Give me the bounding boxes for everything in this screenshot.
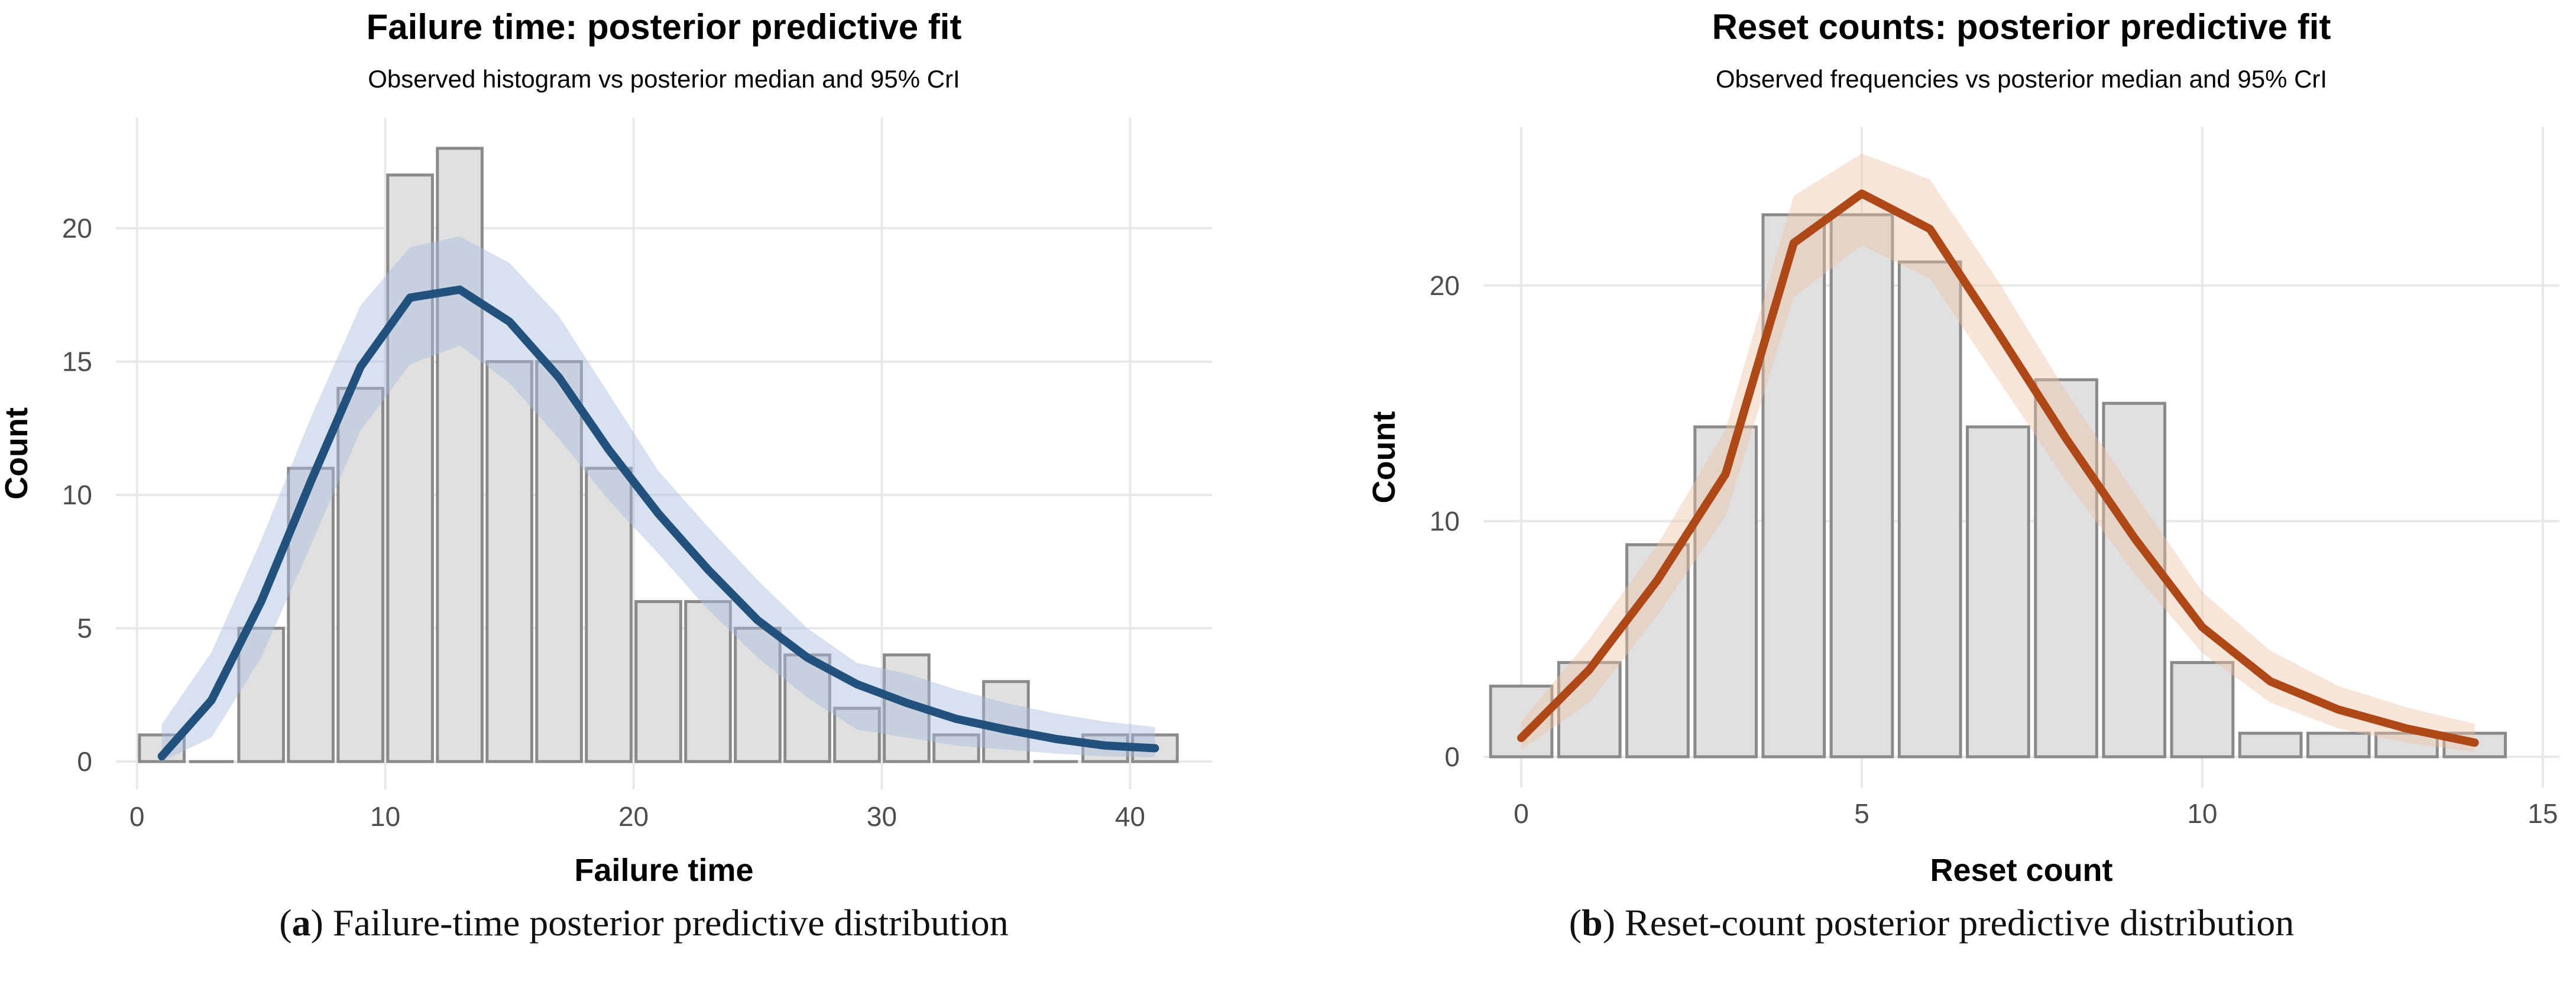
- histogram-bar: [237, 627, 285, 763]
- chart-subtitle: Observed frequencies vs posterior median…: [1716, 65, 2327, 93]
- y-tick-label: 10: [1430, 506, 1460, 536]
- histogram-bar: [2238, 731, 2303, 759]
- x-tick-label: 10: [2187, 798, 2217, 829]
- x-tick-label: 0: [129, 801, 145, 832]
- histogram-bar: [932, 733, 980, 763]
- caption-a-letter: a: [291, 902, 311, 944]
- histogram-bar: [2170, 661, 2235, 759]
- histogram-bar: [436, 147, 484, 763]
- caption-b: (b) Reset-count posterior predictive dis…: [1288, 902, 2575, 944]
- histogram-bar: [485, 360, 533, 763]
- posterior-median-line: [1517, 189, 2479, 747]
- histogram-bar: [1557, 661, 1622, 759]
- histogram-bar: [1966, 425, 2030, 759]
- histogram-bar: [2306, 731, 2371, 759]
- caption-b-open: (: [1569, 902, 1582, 944]
- y-tick-label: 0: [77, 746, 92, 777]
- chart-title: Failure time: posterior predictive fit: [367, 7, 962, 47]
- caption-a: (a) Failure-time posterior predictive di…: [0, 902, 1288, 944]
- failure-time-figure: 0 5 10 15 20 0 10 20 30 40 Failure time Count Failur…: [0, 7, 1288, 944]
- histogram-bar: [684, 600, 732, 763]
- chart-subtitle: Observed histogram vs posterior median a…: [368, 65, 960, 93]
- y-tick-label: 10: [62, 479, 92, 510]
- reset-count-chart: 0 10 20 0 5 10 15 Reset count Count Reset counts:…: [1366, 7, 2559, 887]
- caption-a-open: (: [279, 902, 292, 944]
- posterior-median-line: [157, 285, 1159, 761]
- histogram-bar: [1829, 213, 1894, 759]
- histogram-bar: [585, 466, 633, 763]
- failure-time-chart: 0 5 10 15 20 0 10 20 30 40 Failure time Count Failur…: [0, 7, 1212, 887]
- x-axis-title: Failure time: [574, 853, 753, 887]
- y-tick-label: 15: [62, 346, 92, 377]
- histogram-bar: [783, 653, 831, 763]
- x-tick-label: 15: [2528, 798, 2558, 829]
- x-tick-label: 20: [618, 801, 649, 832]
- caption-b-text: ) Reset-count posterior predictive distr…: [1602, 902, 2295, 944]
- histogram-bar: [2374, 731, 2439, 759]
- histogram-bar: [386, 173, 434, 763]
- y-tick-label: 20: [1430, 270, 1460, 301]
- histogram-bar: [535, 360, 583, 763]
- chart-title: Reset counts: posterior predictive fit: [1712, 7, 2331, 47]
- y-axis-title: Count: [0, 407, 34, 500]
- x-tick-label: 10: [370, 801, 400, 832]
- histogram-bar: [336, 387, 384, 763]
- histogram-bar: [982, 680, 1030, 763]
- histogram-bar: [1693, 425, 1758, 759]
- y-tick-label: 20: [62, 213, 92, 244]
- histogram-bar: [734, 627, 782, 763]
- credible-interval-ribbon: [161, 236, 1155, 762]
- y-tick-label: 0: [1444, 741, 1460, 772]
- x-tick-label: 40: [1115, 801, 1145, 832]
- histogram-bar: [634, 600, 682, 763]
- x-axis-title: Reset count: [1930, 853, 2112, 887]
- caption-a-text: ) Failure-time posterior predictive dist…: [310, 902, 1009, 944]
- histogram-bar: [833, 707, 881, 763]
- histogram-bar: [1897, 260, 1962, 759]
- y-axis-title: Count: [1366, 412, 1402, 504]
- x-tick-label: 5: [1854, 798, 1869, 829]
- x-tick-label: 0: [1514, 798, 1529, 829]
- reset-count-figure: 0 10 20 0 5 10 15 Reset count Count Reset counts:…: [1288, 0, 2575, 985]
- credible-interval-ribbon: [1521, 153, 2475, 753]
- y-tick-label: 5: [77, 613, 92, 644]
- x-tick-label: 30: [867, 801, 897, 832]
- caption-b-letter: b: [1582, 902, 1603, 944]
